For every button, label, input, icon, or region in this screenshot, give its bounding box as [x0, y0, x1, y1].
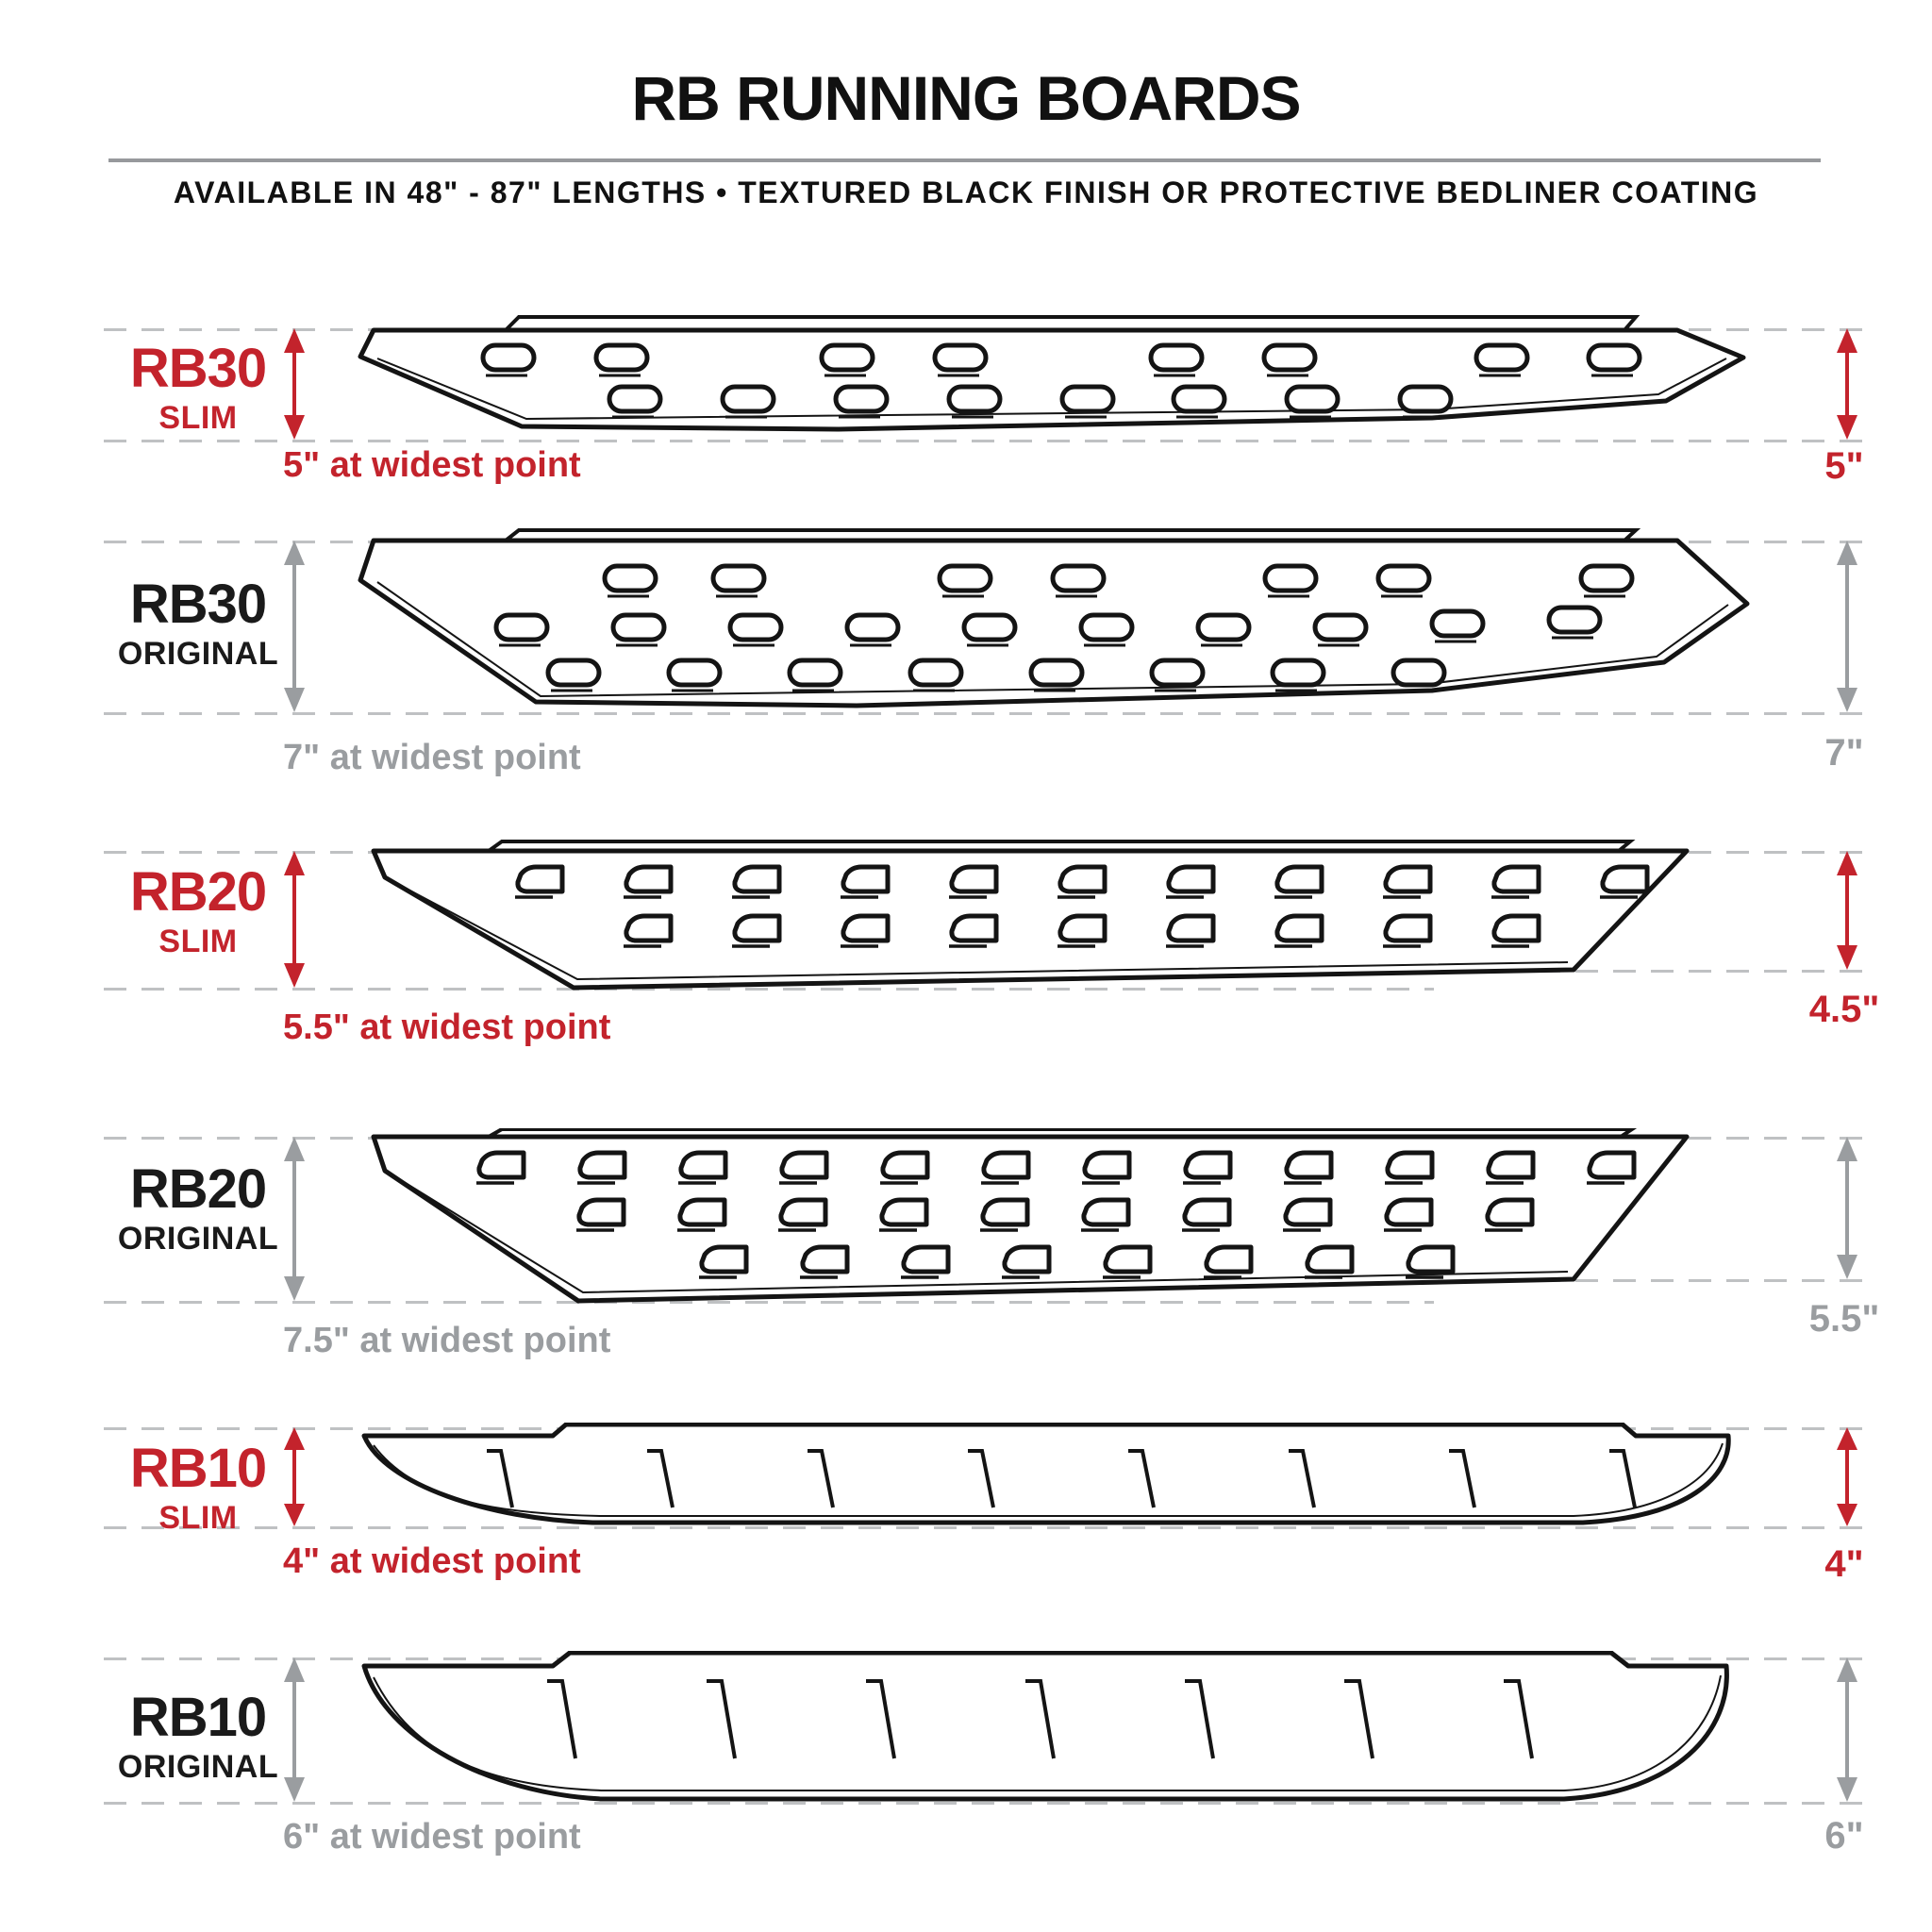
- model-name: RB10: [129, 1438, 267, 1499]
- dashed-guide-line: [104, 440, 1877, 442]
- rb10-slim-board-drawing: [361, 1423, 1731, 1525]
- width-measure-arrow-icon: [284, 541, 305, 712]
- width-note: 4" at widest point: [283, 1541, 581, 1581]
- height-measure-arrow-icon: [1837, 1657, 1857, 1802]
- width-note: 6" at widest point: [283, 1817, 581, 1857]
- board-label-rb10-slim: RB10 SLIM: [75, 1438, 321, 1536]
- width-measure-arrow-icon: [284, 1427, 305, 1526]
- width-note: 7.5" at widest point: [283, 1321, 611, 1360]
- height-label: 5": [1824, 445, 1864, 487]
- model-name: RB20: [129, 1158, 267, 1220]
- width-note: 7" at widest point: [283, 738, 581, 777]
- height-label: 6": [1824, 1815, 1864, 1857]
- rb30-original-board-drawing: [358, 528, 1750, 708]
- height-label: 4.5": [1808, 989, 1880, 1030]
- height-label: 4": [1824, 1543, 1864, 1585]
- dashed-guide-line: [104, 1301, 1434, 1304]
- rb20-slim-board-drawing: [371, 840, 1690, 991]
- dashed-guide-line: [1538, 1279, 1877, 1282]
- rb20-original-board-drawing: [371, 1128, 1690, 1304]
- width-note: 5" at widest point: [283, 445, 581, 485]
- variant-name: SLIM: [158, 924, 238, 959]
- width-measure-arrow-icon: [284, 851, 305, 988]
- dashed-guide-line: [1538, 970, 1877, 973]
- model-name: RB30: [129, 574, 267, 635]
- height-measure-arrow-icon: [1837, 328, 1857, 440]
- width-measure-arrow-icon: [284, 1657, 305, 1802]
- variant-name: SLIM: [158, 400, 238, 436]
- variant-name: ORIGINAL: [117, 1221, 279, 1257]
- board-label-rb30-slim: RB30 SLIM: [75, 338, 321, 436]
- page-subtitle: AVAILABLE IN 48" - 87" LENGTHS • TEXTURE…: [173, 175, 1759, 209]
- height-label: 7": [1824, 732, 1864, 774]
- dashed-guide-line: [104, 1526, 1877, 1529]
- dashed-guide-line: [104, 712, 1877, 715]
- board-label-rb20-original: RB20 ORIGINAL: [75, 1158, 321, 1257]
- model-name: RB30: [129, 338, 267, 399]
- height-measure-arrow-icon: [1837, 541, 1857, 712]
- height-measure-arrow-icon: [1837, 1137, 1857, 1279]
- model-name: RB20: [129, 861, 267, 923]
- height-measure-arrow-icon: [1837, 851, 1857, 970]
- height-label: 5.5": [1808, 1298, 1880, 1340]
- variant-name: SLIM: [158, 1500, 238, 1536]
- page-title: RB RUNNING BOARDS: [631, 63, 1302, 133]
- width-measure-arrow-icon: [284, 328, 305, 440]
- variant-name: ORIGINAL: [117, 636, 279, 672]
- dashed-guide-line: [104, 1802, 1877, 1805]
- model-name: RB10: [129, 1687, 267, 1748]
- board-label-rb20-slim: RB20 SLIM: [75, 865, 321, 958]
- width-note: 5.5" at widest point: [283, 1008, 611, 1047]
- width-measure-arrow-icon: [284, 1137, 305, 1301]
- board-label-rb30-original: RB30 ORIGINAL: [75, 574, 321, 672]
- rb30-slim-board-drawing: [358, 315, 1746, 432]
- variant-name: ORIGINAL: [117, 1749, 279, 1785]
- height-measure-arrow-icon: [1837, 1427, 1857, 1526]
- title-divider: [108, 158, 1821, 162]
- dashed-guide-line: [104, 988, 1434, 991]
- rb10-original-board-drawing: [361, 1651, 1729, 1802]
- board-label-rb10-original: RB10 ORIGINAL: [75, 1687, 321, 1785]
